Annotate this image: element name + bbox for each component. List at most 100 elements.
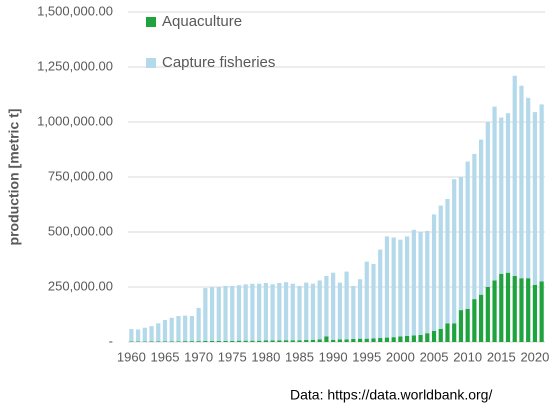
bar-segment [391, 237, 396, 338]
y-tick-label: 250,000.00 [48, 278, 113, 293]
bar-segment [465, 309, 470, 342]
bar-segment [384, 337, 390, 342]
bar-segment [499, 117, 504, 274]
bar-segment [169, 317, 174, 342]
bar-segment [236, 340, 242, 342]
bar-segment [283, 282, 289, 341]
bar-segment [505, 272, 511, 342]
bar-segment [398, 239, 403, 337]
bar-segment [458, 310, 464, 342]
bar-segment [230, 285, 235, 341]
bar-segment [431, 214, 437, 331]
x-tick-label: 2020 [520, 349, 549, 364]
bar-segment [344, 271, 349, 340]
bar-segment [505, 113, 511, 273]
bar-segment [169, 341, 174, 342]
bar-segment [492, 106, 497, 281]
bar-segment [250, 283, 255, 341]
bar-segment [532, 112, 538, 285]
bar-segment [425, 230, 430, 334]
bar-segment [351, 338, 356, 342]
legend-label: Capture fisheries [162, 54, 275, 71]
bar-segment [304, 282, 309, 341]
bar-segment [149, 341, 154, 342]
bar-segment [519, 278, 524, 342]
bar-segment [344, 339, 349, 342]
bar-segment [216, 340, 221, 342]
legend-swatch [146, 17, 156, 27]
bar-segment [398, 336, 403, 342]
source-note: Data: https://data.worldbank.org/ [290, 387, 492, 403]
bar-segment [472, 153, 477, 300]
x-tick-label: 1995 [352, 349, 381, 364]
bar-segment [223, 340, 228, 342]
bar-segment [183, 315, 188, 342]
bar-segment [539, 281, 544, 342]
bar-segment [472, 299, 477, 342]
bar-segment [452, 323, 457, 342]
bar-segment [351, 285, 356, 339]
bar-segment [438, 328, 443, 342]
bar-segment [216, 287, 221, 341]
bar-segment [519, 85, 524, 279]
bar-segment [492, 280, 497, 342]
bar-segment [196, 307, 201, 342]
bar-segment [196, 341, 201, 342]
bar-segment [539, 104, 544, 282]
y-tick-label: 1,250,000.00 [37, 58, 113, 73]
bar-segment [411, 335, 416, 342]
bar-segment [297, 285, 302, 341]
bar-segment [142, 327, 147, 342]
bar-segment [499, 273, 504, 342]
bar-segment [526, 278, 531, 342]
bar-segment [405, 335, 410, 342]
bar-segment [230, 340, 235, 342]
bar-segment [250, 340, 255, 342]
bar-segment [290, 340, 295, 342]
bar-segment [310, 339, 316, 342]
bar-segment [310, 283, 316, 340]
y-tick-label: 500,000.00 [48, 223, 113, 238]
bar-segment [176, 316, 181, 342]
bar-segment [324, 336, 329, 342]
x-tick-label: 2015 [487, 349, 516, 364]
bar-segment [485, 287, 490, 342]
bar-segment [452, 179, 457, 324]
bar-segment [405, 236, 410, 336]
bar-segment [384, 236, 390, 338]
bar-segment [526, 97, 531, 279]
x-tick-label: 2010 [453, 349, 482, 364]
bar-segment [156, 341, 161, 342]
bar-segment [378, 249, 383, 339]
x-tick-label: 1990 [319, 349, 348, 364]
bar-segment [371, 263, 376, 339]
bar-segment [445, 323, 450, 342]
bar-segment [331, 339, 336, 342]
bar-segment [270, 284, 275, 341]
x-tick-label: 1970 [184, 349, 213, 364]
bar-segment [135, 329, 141, 342]
bar-segment [277, 283, 282, 341]
bar-segment [317, 339, 322, 342]
bar-segment [236, 285, 242, 341]
bar-segment [465, 161, 470, 309]
bar-segment [304, 340, 309, 342]
legend-label: Aquaculture [162, 13, 242, 30]
y-axis-label: production [metric t] [6, 109, 22, 246]
bar-segment [458, 177, 464, 311]
x-tick-label: 2005 [420, 349, 449, 364]
x-tick-label: 2000 [386, 349, 415, 364]
bar-segment [263, 283, 268, 341]
bar-segment [532, 284, 538, 342]
bar-segment [512, 75, 517, 276]
bar-segment [431, 331, 437, 342]
x-tick-label: 1975 [218, 349, 247, 364]
x-tick-label: 1985 [285, 349, 314, 364]
bar-segment [357, 338, 363, 342]
bar-segment [162, 341, 168, 342]
bar-segment [283, 340, 289, 342]
bar-segment [209, 287, 215, 341]
y-tick-label: 750,000.00 [48, 168, 113, 183]
bar-segment [277, 340, 282, 342]
bar-segment [485, 122, 490, 287]
